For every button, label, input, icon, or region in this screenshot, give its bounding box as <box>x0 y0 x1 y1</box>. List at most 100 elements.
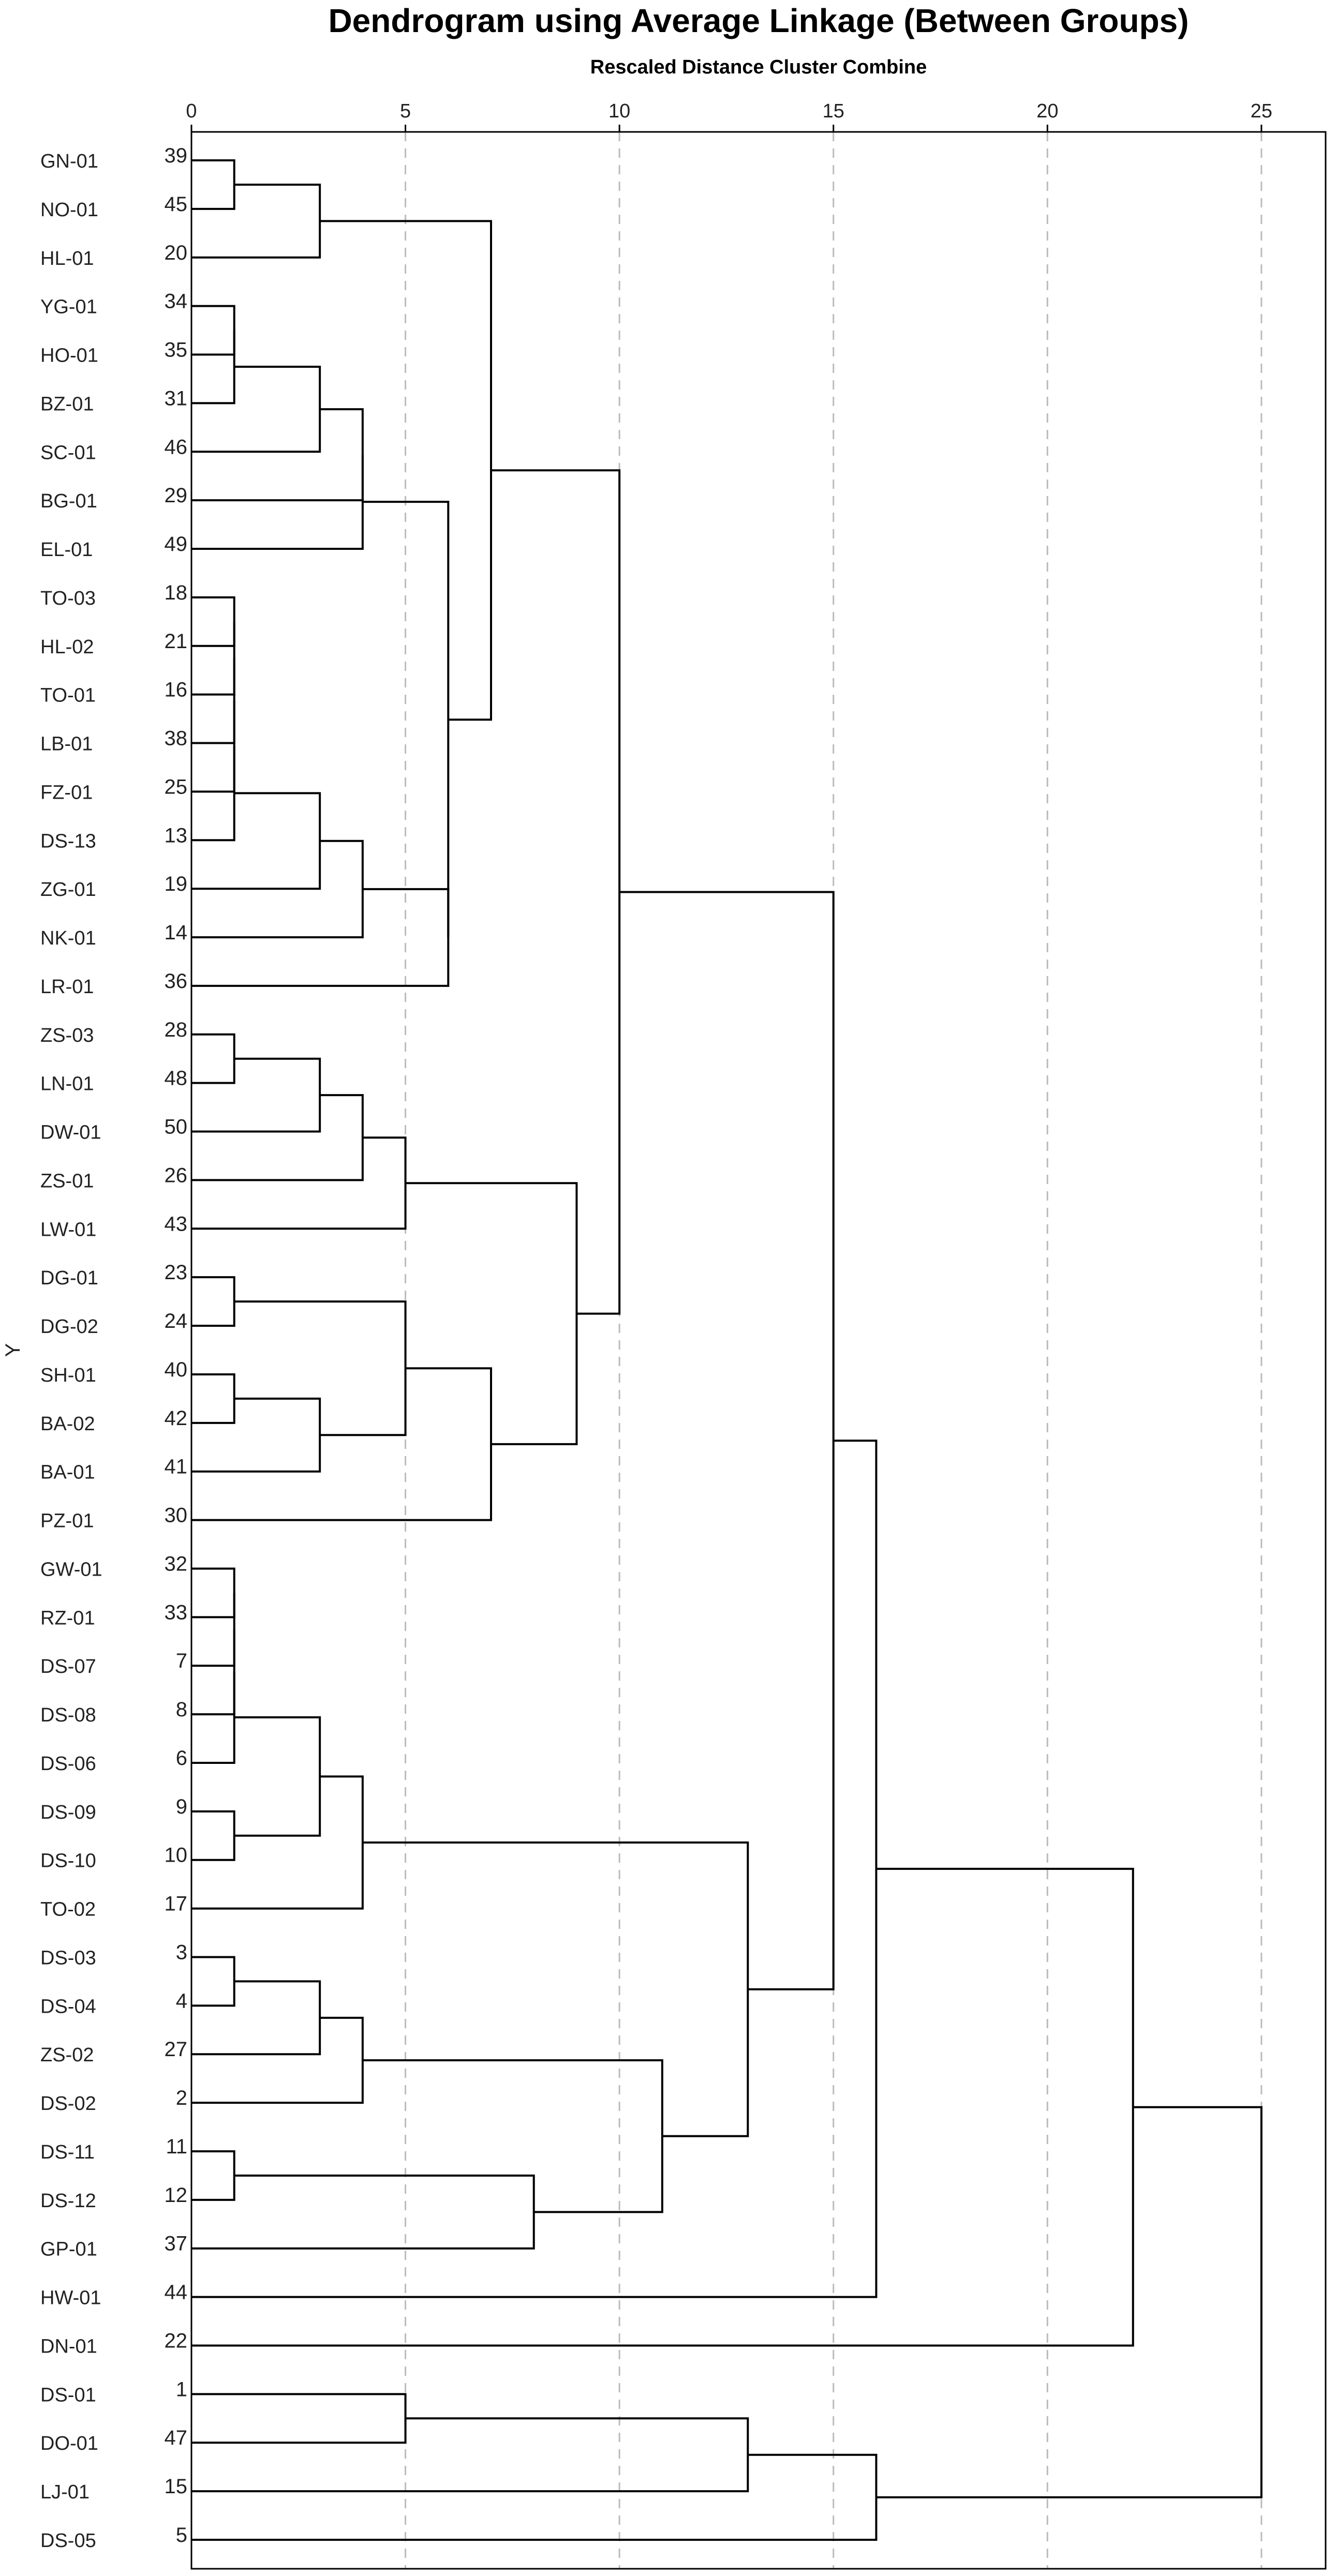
leaf-label: DS-02 <box>40 2093 96 2115</box>
merge-link-38 <box>191 2150 235 2201</box>
leaf-label: DS-11 <box>40 2141 95 2163</box>
plot-frame <box>190 131 1327 2570</box>
merge-link-20 <box>191 1136 407 1230</box>
merge-link-34 <box>191 1775 364 1910</box>
leaf-number: 1 <box>176 2378 187 2401</box>
leaf-label: DW-01 <box>40 1122 101 1144</box>
chart-subtitle: Rescaled Distance Cluster Combine <box>590 56 927 78</box>
merge-link-2 <box>191 305 235 356</box>
merge-link-0 <box>191 159 235 210</box>
leaf-label: BA-02 <box>40 1413 95 1435</box>
leaf-number: 3 <box>176 1941 187 1964</box>
leaf-label: DS-10 <box>40 1850 96 1872</box>
leaf-label: SH-01 <box>40 1365 96 1386</box>
chart-title: Dendrogram using Average Linkage (Betwee… <box>328 2 1189 39</box>
merge-link-17 <box>191 1033 235 1084</box>
leaf-number: 30 <box>165 1504 188 1527</box>
leaf-label: EL-01 <box>40 539 93 561</box>
leaf-number: 8 <box>176 1698 187 1721</box>
merge-link-5 <box>191 408 364 502</box>
merge-link-42 <box>619 891 835 1990</box>
x-axis-ticks: 0 5 10 15 20 25 <box>186 100 1272 132</box>
leaf-label: NK-01 <box>40 927 96 949</box>
leaf-label: ZS-01 <box>40 1170 94 1192</box>
leaf-label: YG-01 <box>40 296 97 318</box>
merge-link-15 <box>362 501 450 938</box>
leaf-number: 34 <box>165 290 188 313</box>
merge-link-7 <box>191 596 235 647</box>
merge-link-14 <box>191 888 450 987</box>
leaf-number: 12 <box>165 2184 188 2207</box>
leaf-label: ZS-03 <box>40 1025 94 1046</box>
leaf-number: 41 <box>165 1456 188 1478</box>
merge-link-32 <box>191 1810 235 1861</box>
leaf-number: 49 <box>165 533 188 556</box>
leaf-label: GW-01 <box>40 1559 102 1580</box>
merge-link-3 <box>191 330 235 405</box>
leaf-label: DG-01 <box>40 1267 98 1289</box>
merge-link-43 <box>191 1440 878 2298</box>
merge-link-25 <box>191 1367 493 1521</box>
leaf-number: 19 <box>165 873 188 895</box>
leaf-number: 46 <box>165 436 188 458</box>
leaf-number: 47 <box>165 2427 188 2449</box>
leaf-number: 37 <box>165 2233 188 2255</box>
merge-link-47 <box>191 2453 878 2541</box>
leaf-number: 40 <box>165 1358 188 1381</box>
merge-link-36 <box>191 1980 321 2056</box>
merge-link-4 <box>191 365 321 453</box>
merge-link-48 <box>876 2106 1262 2498</box>
merge-link-8 <box>191 621 235 696</box>
leaf-number: 36 <box>165 970 188 993</box>
leaf-number: 31 <box>165 387 188 410</box>
leaf-number: 16 <box>165 679 188 701</box>
leaf-label: HO-01 <box>40 345 98 367</box>
leaf-label: LB-01 <box>40 733 93 755</box>
merge-link-45 <box>191 2393 407 2444</box>
leaf-label: DS-05 <box>40 2530 96 2552</box>
leaf-number: 35 <box>165 339 188 362</box>
merge-link-39 <box>191 2174 535 2250</box>
leaf-label: LJ-01 <box>40 2481 90 2503</box>
merge-link-29 <box>191 1593 235 1667</box>
merge-link-1 <box>191 183 321 259</box>
merge-link-11 <box>191 746 235 842</box>
x-tick-label-20: 20 <box>1036 100 1058 122</box>
leaf-number: 43 <box>165 1212 188 1235</box>
merge-link-41 <box>362 1841 749 2137</box>
merge-link-28 <box>191 1567 235 1619</box>
leaf-number: 6 <box>176 1747 187 1770</box>
merge-link-26 <box>405 1182 578 1445</box>
leaf-number: 20 <box>165 242 188 264</box>
leaf-label: LR-01 <box>40 976 94 998</box>
x-tick-label-5: 5 <box>400 100 411 122</box>
leaf-label: FZ-01 <box>40 782 93 803</box>
x-tick-label-15: 15 <box>823 100 844 122</box>
leaf-number: 48 <box>165 1067 188 1090</box>
leaf-number: 13 <box>165 824 188 847</box>
merge-link-37 <box>191 2016 364 2104</box>
x-tick-label-0: 0 <box>186 100 197 122</box>
leaf-number: 38 <box>165 727 188 750</box>
x-tick-label-25: 25 <box>1251 100 1272 122</box>
leaf-number: 5 <box>176 2524 187 2547</box>
leaf-label: GN-01 <box>40 151 98 172</box>
merge-link-6 <box>191 455 364 550</box>
leaf-label: ZS-02 <box>40 2044 94 2066</box>
merge-link-44 <box>191 1867 1134 2347</box>
x-tick-label-10: 10 <box>608 100 630 122</box>
leaf-label: DS-13 <box>40 830 96 852</box>
leaf-label: BZ-01 <box>40 393 94 415</box>
leaf-label: DS-03 <box>40 1947 96 1969</box>
leaf-label: BG-01 <box>40 490 97 512</box>
leaf-label: DS-06 <box>40 1753 96 1775</box>
leaf-number: 22 <box>165 2329 188 2352</box>
leaf-label: LW-01 <box>40 1219 96 1240</box>
leaf-label: TO-01 <box>40 685 96 707</box>
leaf-number: 27 <box>165 2038 188 2061</box>
merge-link-9 <box>191 658 235 744</box>
leaf-number: 14 <box>165 921 188 944</box>
leaf-number: 2 <box>176 2087 187 2109</box>
leaf-label: DS-01 <box>40 2384 96 2406</box>
